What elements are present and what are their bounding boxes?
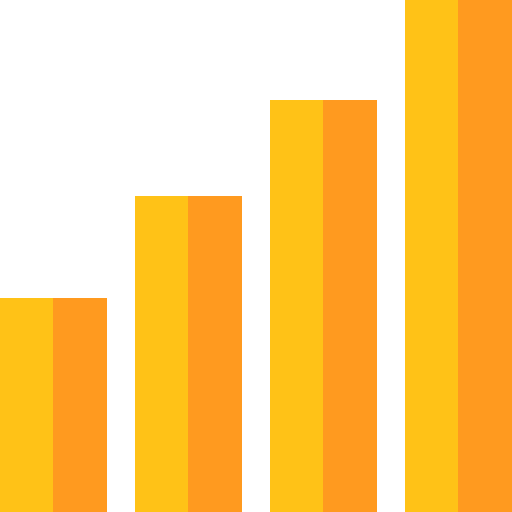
bar-3 (270, 100, 377, 512)
bar-1-left (0, 298, 53, 512)
bar-1 (0, 298, 107, 512)
bar-3-right (323, 100, 377, 512)
bar-3-left (270, 100, 323, 512)
bar-4-left (405, 0, 458, 512)
bar-chart (0, 0, 512, 512)
bar-4 (405, 0, 512, 512)
bar-2-right (188, 196, 242, 512)
bar-2 (135, 196, 242, 512)
bar-2-left (135, 196, 188, 512)
bar-4-right (458, 0, 512, 512)
bar-1-right (53, 298, 107, 512)
